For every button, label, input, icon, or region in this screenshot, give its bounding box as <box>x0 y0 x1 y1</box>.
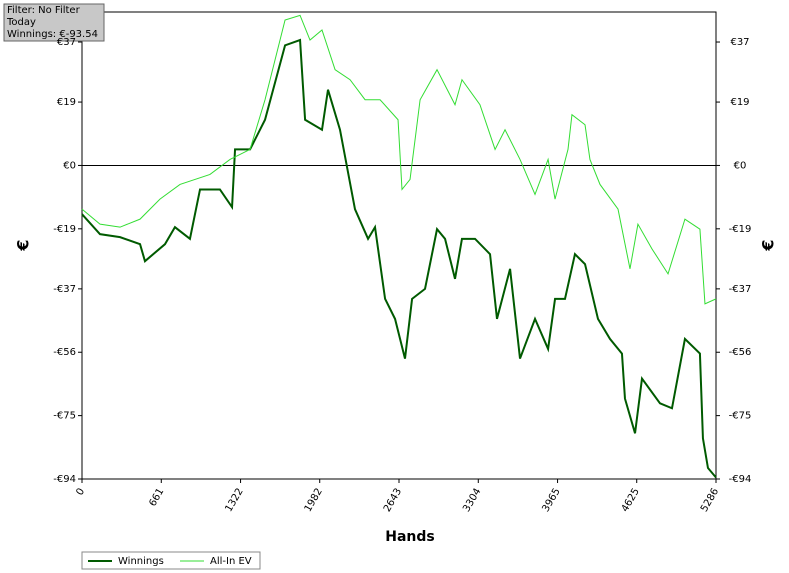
y2-tick-label: -€75 <box>729 411 752 422</box>
y2-tick-label: -€94 <box>729 474 752 485</box>
line <box>81 14 717 305</box>
x-tick-label: 3304 <box>461 487 483 515</box>
y-tick-label: €0 <box>63 160 76 171</box>
x-axis-title: Hands <box>385 529 435 545</box>
y2-tick-label: €37 <box>730 37 749 48</box>
y2-tick-label: €0 <box>734 160 747 171</box>
info-line: Winnings: €-93.54 <box>7 29 98 40</box>
legend-label: Winnings <box>118 556 164 567</box>
y2-tick-label: -€19 <box>729 224 752 235</box>
legend-box <box>81 551 261 570</box>
y-axis-title: € <box>14 239 33 251</box>
line <box>81 38 717 479</box>
x-tick-label: 1322 <box>224 487 246 515</box>
y2-tick-label: -€37 <box>729 284 752 295</box>
y-tick-label: €37 <box>57 37 76 48</box>
y2-tick-label: -€56 <box>729 347 752 358</box>
legend-label: All-In EV <box>210 556 252 567</box>
x-tick-label: 1982 <box>303 487 325 515</box>
y-tick-label: -€56 <box>53 347 76 358</box>
y-tick-label: -€37 <box>53 284 76 295</box>
y-tick-label: -€94 <box>53 474 76 485</box>
x-tick-label: 4625 <box>620 487 642 515</box>
y2-axis-title: € <box>759 239 778 251</box>
info-line: Filter: No Filter <box>7 5 81 16</box>
x-tick-label: 0 <box>74 487 87 498</box>
y-tick-label: €19 <box>57 97 76 108</box>
y2-tick-label: €19 <box>730 97 749 108</box>
x-tick-label: 5286 <box>699 487 721 515</box>
x-tick-label: 2643 <box>382 487 404 515</box>
info-line: Today <box>6 17 36 28</box>
y-tick-label: -€19 <box>53 224 76 235</box>
y-tick-label: -€75 <box>53 411 76 422</box>
x-tick-label: 3965 <box>541 487 563 515</box>
x-tick-label: 661 <box>147 487 166 509</box>
info-box-bg <box>3 3 105 42</box>
plot-frame <box>81 11 717 480</box>
